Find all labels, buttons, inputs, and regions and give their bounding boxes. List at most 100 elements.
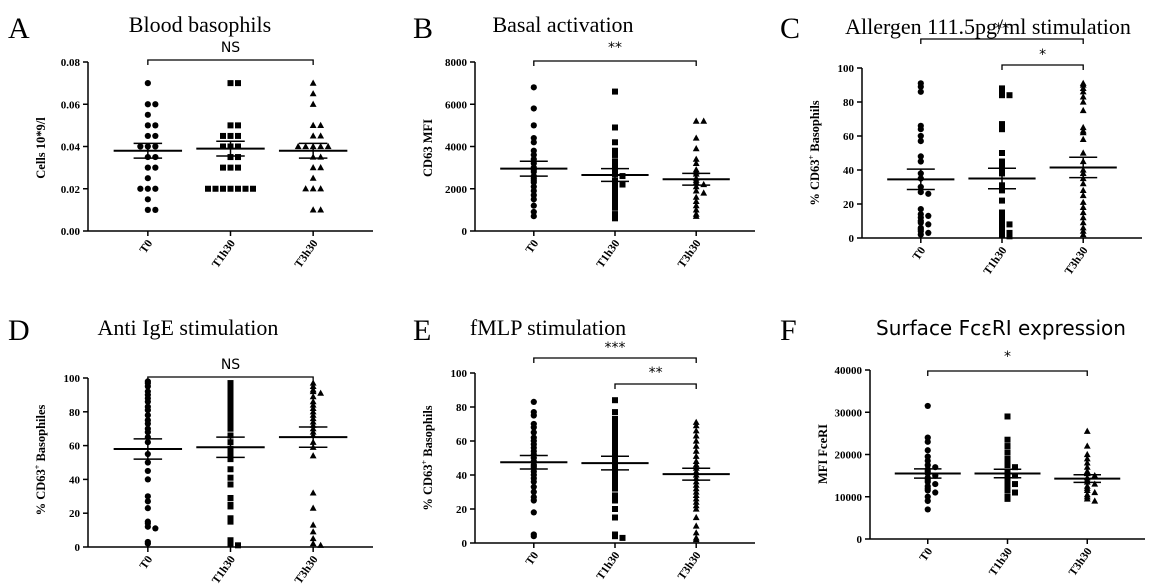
data-point	[317, 164, 325, 171]
significance-bracket	[927, 370, 1088, 376]
data-point	[612, 88, 618, 95]
significance-label: **	[608, 40, 622, 56]
x-tick-label: T3h30	[293, 554, 321, 587]
data-point	[144, 493, 151, 500]
x-tick-label: T3h30	[1063, 245, 1091, 278]
x-tick-label: T3h30	[293, 238, 321, 271]
significance-label: *	[1039, 47, 1046, 63]
data-point	[692, 437, 700, 444]
y-tick-label: 100	[451, 368, 468, 380]
data-point	[137, 185, 144, 192]
data-point	[294, 142, 302, 150]
series-T0	[113, 80, 183, 213]
data-point	[932, 480, 939, 488]
data-point	[227, 456, 234, 463]
series-T3h30	[1054, 427, 1121, 504]
panel-title-d: Anti IgE stimulation	[98, 315, 279, 340]
data-point	[917, 219, 924, 226]
series-T0	[500, 398, 568, 540]
data-point	[692, 145, 700, 152]
data-point	[612, 533, 618, 540]
data-point	[309, 382, 317, 390]
data-point	[1079, 198, 1087, 205]
panel-title-a: Blood basophils	[129, 12, 271, 37]
data-point	[309, 401, 317, 408]
data-point	[530, 139, 537, 146]
data-point	[1079, 214, 1087, 221]
data-point	[1083, 455, 1091, 462]
data-point	[317, 185, 325, 192]
y-tick-label: 40	[69, 474, 81, 486]
data-point	[227, 391, 234, 398]
data-point	[1006, 221, 1013, 228]
data-point	[612, 448, 618, 455]
x-tick-label: T3h30	[676, 550, 704, 583]
data-point	[144, 498, 151, 505]
data-point	[1006, 92, 1013, 99]
x-tick-label: T0	[138, 238, 156, 256]
x-tick-label: T0	[138, 554, 156, 572]
data-point	[227, 408, 234, 415]
data-point	[692, 155, 700, 162]
x-tick-label: T1h30	[595, 238, 623, 271]
data-point	[530, 84, 537, 91]
panel-b: B Basal activation 0 2000 4000 6000 8000 CD63…	[413, 12, 755, 270]
data-point	[692, 422, 700, 429]
data-point	[242, 185, 249, 192]
data-point	[309, 392, 317, 400]
data-point	[309, 387, 317, 395]
data-point	[924, 506, 931, 513]
data-point	[692, 513, 700, 521]
data-point	[152, 132, 159, 140]
data-point	[692, 202, 700, 209]
series-T1h30	[196, 80, 265, 192]
data-point	[530, 424, 537, 431]
significance-bracket	[147, 376, 314, 382]
data-point	[692, 461, 700, 468]
data-point	[692, 183, 700, 190]
data-point	[1079, 88, 1087, 95]
y-tick-label: 40	[456, 470, 468, 482]
data-point	[1091, 480, 1099, 487]
data-point	[917, 126, 924, 133]
data-point	[235, 132, 241, 139]
data-point	[227, 400, 234, 407]
panel-letter-b: B	[413, 12, 433, 45]
data-point	[700, 117, 708, 124]
data-point	[1004, 462, 1011, 469]
data-point	[692, 485, 700, 492]
data-point	[309, 504, 317, 511]
data-point	[309, 528, 317, 535]
data-point	[692, 206, 700, 213]
data-point	[144, 196, 151, 203]
data-point	[220, 132, 226, 139]
data-point	[612, 409, 618, 416]
data-point	[1083, 459, 1091, 466]
data-point	[227, 537, 234, 544]
y-tick-label: 0.04	[61, 142, 81, 154]
data-point	[999, 209, 1005, 216]
data-point	[999, 216, 1005, 223]
data-point	[612, 480, 618, 487]
data-point	[1004, 413, 1011, 420]
series-T3h30	[278, 379, 348, 548]
data-point	[612, 444, 618, 451]
panel-letter-e: E	[413, 314, 431, 347]
y-tick-label: 0.08	[61, 57, 81, 69]
data-point	[999, 223, 1005, 230]
data-point	[152, 206, 159, 213]
panel-letter-d: D	[8, 314, 30, 347]
data-point	[144, 407, 151, 414]
data-point	[235, 185, 241, 192]
y-axis-label: Cells 10*9/l	[34, 117, 48, 179]
data-point	[612, 192, 618, 199]
y-tick-label: 2000	[445, 184, 468, 196]
data-point	[152, 153, 159, 161]
data-point	[317, 132, 325, 139]
data-point	[144, 505, 151, 512]
y-axis-label: % CD63+ Basophils	[807, 100, 822, 205]
panel-title-f: Surface FcεRI expression	[876, 316, 1126, 340]
plot-e: 0 20 40 60 80 100 % CD63+ Basophils T0 T1h30 T3h3…	[420, 340, 755, 582]
data-point	[144, 164, 151, 171]
data-point	[932, 489, 939, 496]
